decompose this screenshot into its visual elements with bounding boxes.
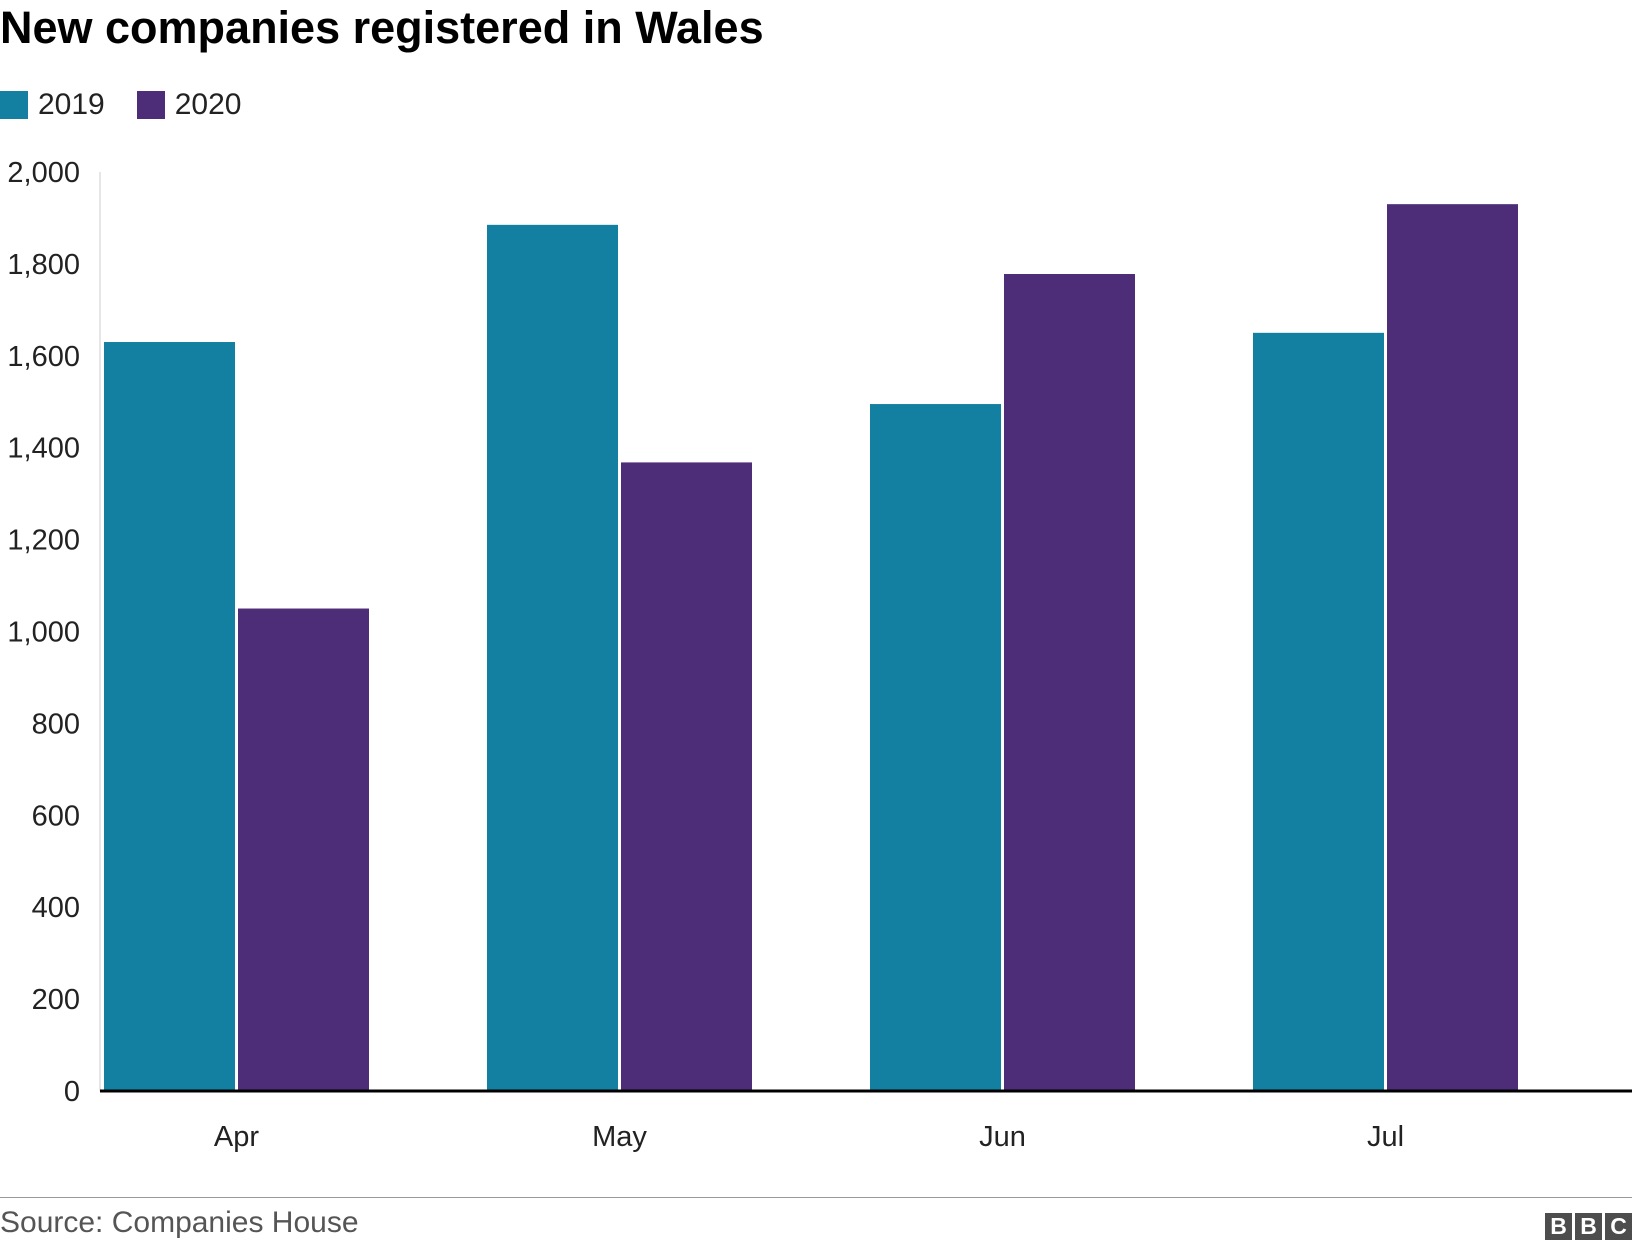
- bbc-logo: B B C: [1542, 1213, 1632, 1240]
- bar-2020-jun: [1004, 274, 1135, 1091]
- bar-2019-jun: [870, 404, 1001, 1091]
- bar-2019-apr: [104, 342, 235, 1091]
- y-tick-label: 200: [32, 984, 80, 1016]
- source-note: Source: Companies House: [0, 1206, 359, 1239]
- bar-2019-jul: [1253, 332, 1384, 1091]
- bar-2020-may: [621, 462, 752, 1091]
- legend-swatch-2020: [136, 91, 165, 119]
- bar-chart: 0 200 400 600 800 1,000 1,200 1,400 1,600 1,800 2,…: [7, 157, 1632, 1153]
- legend-swatch-2019: [0, 91, 28, 119]
- x-tick-label: May: [592, 1121, 647, 1153]
- chart-title: New companies registered in Wales: [0, 2, 764, 53]
- y-tick-label: 2,000: [7, 157, 80, 189]
- bbc-logo-letter: B: [1575, 1213, 1602, 1240]
- y-tick-label: 1,800: [7, 249, 80, 281]
- legend-item-2020: 2020: [136, 88, 242, 122]
- footer-divider: [0, 1197, 1632, 1198]
- y-tick-label: 1,000: [7, 617, 80, 649]
- bar-2020-jul: [1387, 204, 1518, 1092]
- x-tick-label: Jul: [1367, 1121, 1404, 1153]
- y-tick-label: 1,200: [7, 525, 80, 557]
- legend-label-2020: 2020: [174, 88, 242, 121]
- legend-item-2019: 2019: [0, 88, 105, 122]
- y-tick-label: 1,400: [7, 433, 80, 465]
- y-tick-label: 400: [32, 892, 80, 924]
- bar-2020-apr: [238, 608, 369, 1091]
- y-tick-label: 1,600: [7, 341, 80, 373]
- x-tick-label: Apr: [214, 1121, 259, 1153]
- y-tick-label: 600: [32, 800, 80, 832]
- bbc-logo-letter: C: [1605, 1213, 1632, 1240]
- bbc-logo-letter: B: [1545, 1213, 1572, 1240]
- legend-label-2019: 2019: [38, 88, 105, 121]
- bar-2019-may: [487, 224, 618, 1091]
- y-tick-label: 800: [32, 708, 80, 740]
- y-tick-label: 0: [64, 1076, 80, 1108]
- legend: 2019 2020: [0, 88, 274, 122]
- x-tick-label: Jun: [979, 1121, 1026, 1153]
